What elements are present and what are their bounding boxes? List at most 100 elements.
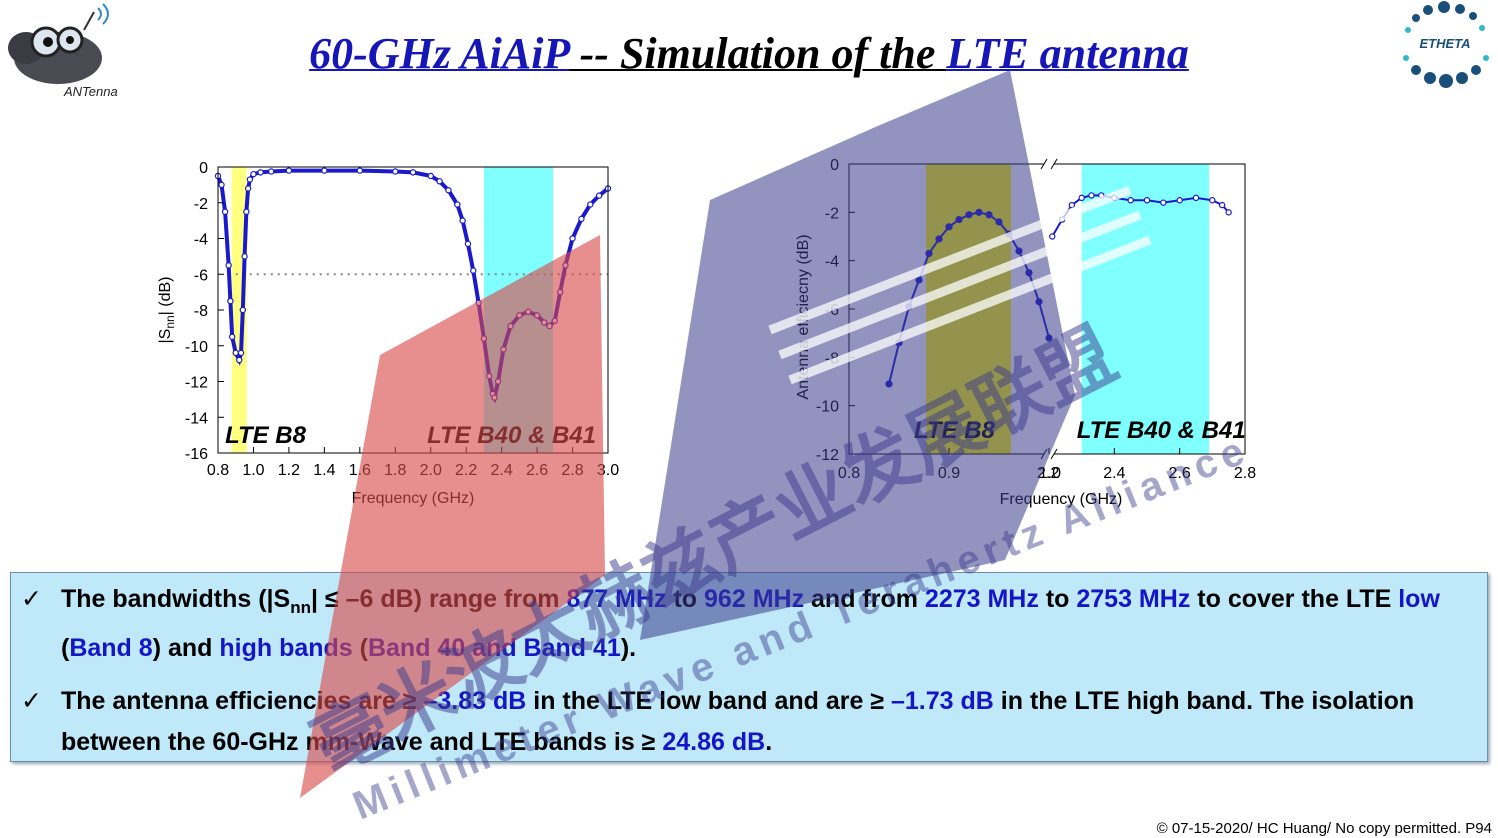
- title-part-b: -- Simulation of the: [568, 29, 947, 78]
- data-point: [1218, 201, 1226, 209]
- data-point: [464, 240, 472, 248]
- x-tick-label: 1.4: [313, 462, 335, 479]
- data-point: [250, 170, 257, 178]
- y-tick-label: -10: [816, 399, 839, 416]
- data-point: [1025, 269, 1033, 277]
- data-point: [356, 167, 364, 174]
- x-tick-label: 2.6: [526, 462, 548, 479]
- data-point: [516, 312, 523, 319]
- x-tick-label: 2.6: [1169, 465, 1191, 482]
- band-label: LTE B8: [225, 422, 307, 449]
- data-point: [562, 262, 569, 269]
- data-point: [955, 215, 963, 224]
- data-point: [225, 262, 232, 269]
- data-point: [1035, 298, 1043, 306]
- data-point: [1068, 201, 1076, 209]
- data-point: [1176, 197, 1183, 204]
- data-point: [533, 312, 541, 319]
- data-point: [915, 276, 923, 284]
- band-shading: [483, 167, 554, 453]
- snn-chart: 0.8 1.0 1.2 1.4 1.6 1.8 2.0 2.2 2.4 2.6 2.8 3.0 0 -2 -…: [157, 160, 619, 507]
- data-point: [925, 249, 933, 258]
- x-tick-label: 1.2: [278, 462, 300, 479]
- data-point: [486, 372, 493, 380]
- data-point: [1088, 192, 1095, 199]
- data-point: [227, 297, 234, 305]
- data-point: [1049, 233, 1056, 240]
- data-point: [1015, 247, 1023, 255]
- data-point: [885, 380, 893, 388]
- x-tick-label: 2.8: [561, 462, 583, 479]
- data-point: [221, 208, 229, 215]
- y-tick-label: -2: [825, 205, 839, 222]
- data-point: [285, 167, 293, 174]
- data-point: [500, 346, 507, 353]
- x-tick-label: 0.8: [207, 462, 229, 479]
- y-axis-label: Antenna efficiecny (dB): [795, 234, 812, 399]
- data-point: [454, 201, 461, 208]
- efficiency-chart: 0.8 0.9 1.02.2 2.4 2.6 2.80-2-4-6-8-10-12 Ant…: [795, 157, 1256, 508]
- x-tick-label: 0.8: [838, 465, 860, 482]
- title-part-c: LTE antenna: [946, 29, 1189, 78]
- axis-break-mark: [1040, 158, 1058, 460]
- x-tick-label: 1.0: [242, 462, 264, 479]
- data-point: [459, 217, 466, 224]
- data-point: [1111, 194, 1118, 202]
- data-point: [1098, 192, 1105, 199]
- y-tick-label: -12: [185, 375, 208, 392]
- x-tick-label: 2.4: [491, 462, 513, 479]
- data-point: [480, 335, 488, 342]
- data-point: [1078, 194, 1085, 202]
- data-point: [905, 302, 913, 311]
- data-point: [525, 308, 532, 315]
- data-point: [569, 235, 576, 242]
- data-point: [243, 208, 250, 215]
- data-point: [1058, 216, 1066, 223]
- data-point: [595, 192, 603, 199]
- x-tick-label: 1.8: [384, 462, 406, 479]
- data-point: [236, 356, 243, 364]
- bullet-text: The bandwidths (|Snn| ≤ –6 dB) range fro…: [61, 585, 1440, 662]
- y-tick-label: -8: [194, 303, 208, 320]
- data-point: [540, 319, 548, 326]
- bullet-text: The antenna efficiencies are ≥ –3.83 dB …: [61, 687, 1415, 756]
- data-point: [228, 333, 236, 341]
- data-point: [218, 181, 225, 189]
- band-label: LTE B40 & B41: [1077, 417, 1246, 444]
- y-tick-label: -4: [194, 232, 208, 249]
- data-point: [895, 339, 903, 347]
- band-shading: [926, 164, 1011, 454]
- data-point: [246, 176, 254, 183]
- x-tick-label: 3.0: [597, 462, 619, 479]
- data-point: [237, 349, 245, 357]
- data-point: [239, 306, 247, 314]
- y-axis-label: |Snn| (dB): [157, 276, 177, 343]
- footer-copyright: © 07-15-2020/ HC Huang/ No copy permitte…: [1156, 820, 1492, 837]
- data-point: [232, 349, 239, 357]
- y-tick-label: 0: [199, 160, 208, 177]
- x-tick-label: 2.2: [455, 462, 477, 479]
- etheta-logo-text: ETHETA: [1419, 36, 1470, 51]
- data-point: [475, 299, 482, 307]
- band-label: LTE B8: [914, 417, 996, 444]
- data-point: [507, 322, 514, 330]
- data-point: [935, 235, 943, 243]
- y-tick-label: -8: [825, 350, 839, 367]
- y-tick-label: -6: [194, 267, 208, 284]
- x-tick-label: 2.4: [1103, 465, 1125, 482]
- check-icon: ✓: [21, 585, 42, 613]
- data-point: [427, 172, 434, 180]
- check-icon: ✓: [21, 687, 42, 715]
- y-tick-label: 0: [830, 157, 839, 174]
- antenna-logo: ANTenna: [8, 3, 118, 99]
- x-tick-label: 2.2: [1037, 465, 1059, 482]
- summary-box: ✓ The bandwidths (|Snn| ≤ –6 dB) range f…: [10, 572, 1488, 762]
- data-point: [470, 267, 477, 274]
- data-point: [267, 168, 275, 175]
- data-point: [494, 378, 502, 385]
- data-point: [1127, 197, 1134, 204]
- y-tick-label: -6: [825, 302, 839, 319]
- x-axis-label: Frequency (GHz): [1000, 491, 1123, 508]
- data-point: [1225, 209, 1232, 216]
- band-shading: [1081, 164, 1210, 454]
